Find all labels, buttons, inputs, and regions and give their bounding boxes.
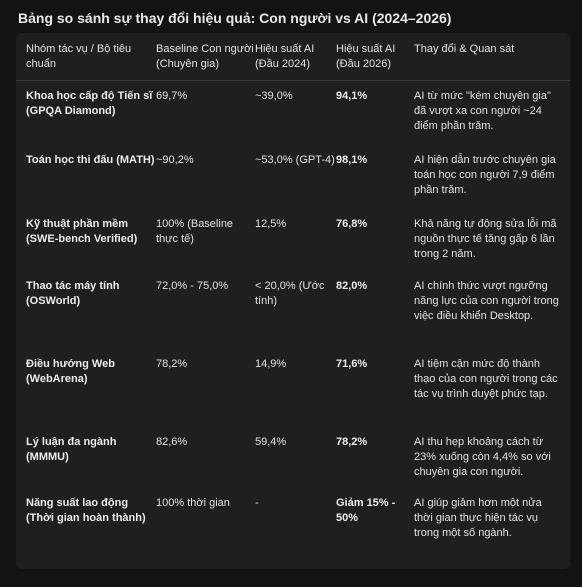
ai-2024-cell: - <box>255 496 259 509</box>
column-header-observation: Thay đổi & Quan sát <box>414 33 570 81</box>
observation-cell: AI từ mức "kém chuyên gia" đã vượt xa co… <box>414 90 551 132</box>
observation-cell: Khả năng tự động sửa lỗi mã nguồn thực t… <box>414 217 557 260</box>
task-cell: Kỹ thuật phần mềm (SWE-bench Verified) <box>26 217 138 245</box>
task-cell: Thao tác máy tính (OSWorld) <box>26 279 120 307</box>
observation-cell: AI thu hẹp khoảng cách từ 23% xuống còn … <box>414 435 551 478</box>
baseline-cell: 82,6% <box>156 435 188 448</box>
baseline-cell: 72,0% - 75,0% <box>156 279 229 292</box>
ai-2026-cell: 71,6% <box>336 357 368 370</box>
table-row: Năng suất lao động (Thời gian hoàn thành… <box>16 488 570 541</box>
ai-2024-cell: ~39,0% <box>255 90 293 102</box>
task-cell: Lý luận đa ngành (MMMU) <box>26 435 117 463</box>
table-row: Điều hướng Web (WebArena) 78,2% 14,9% 71… <box>16 349 570 427</box>
ai-2026-cell: 98,1% <box>336 153 368 166</box>
baseline-cell: 78,2% <box>156 357 188 370</box>
ai-2026-cell: 78,2% <box>336 435 368 448</box>
observation-cell: AI giúp giảm hơn một nửa thời gian thực … <box>414 496 542 539</box>
table-row: Kỹ thuật phần mềm (SWE-bench Verified) 1… <box>16 209 570 271</box>
baseline-cell: ~90,2% <box>156 153 194 166</box>
ai-2024-cell: 12,5% <box>255 217 287 230</box>
ai-2026-cell: 94,1% <box>336 90 368 102</box>
observation-cell: AI hiện dẫn trước chuyên gia toán học co… <box>414 153 556 196</box>
observation-cell: AI tiệm cận mức độ thành thạo của con ng… <box>414 357 558 400</box>
ai-2024-cell: < 20,0% (Ước tính) <box>255 279 325 307</box>
ai-2026-cell: 82,0% <box>336 279 368 292</box>
column-header-ai-2024: Hiệu suất AI (Đầu 2024) <box>255 33 336 81</box>
ai-2026-cell: Giảm 15% - 50% <box>336 496 396 524</box>
ai-2024-cell: 59,4% <box>255 435 287 448</box>
page-title: Bảng so sánh sự thay đổi hiệu quả: Con n… <box>18 10 452 26</box>
table-row: Lý luận đa ngành (MMMU) 82,6% 59,4% 78,2… <box>16 427 570 488</box>
ai-2024-cell: ~53,0% (GPT-4) <box>255 153 335 166</box>
table-row: Toán học thi đấu (MATH) ~90,2% ~53,0% (G… <box>16 145 570 209</box>
column-header-baseline: Baseline Con người (Chuyên gia) <box>156 33 255 81</box>
ai-2024-cell: 14,9% <box>255 357 287 370</box>
task-cell: Điều hướng Web (WebArena) <box>26 357 115 385</box>
baseline-cell: 100% (Baseline thực tế) <box>156 217 234 245</box>
baseline-cell: 69,7% <box>156 90 188 102</box>
task-cell: Khoa học cấp độ Tiến sĩ (GPQA Diamond) <box>26 90 153 117</box>
ai-2026-cell: 76,8% <box>336 217 368 230</box>
column-header-task: Nhóm tác vụ / Bộ tiêu chuẩn <box>16 33 156 81</box>
comparison-table: Nhóm tác vụ / Bộ tiêu chuẩn Baseline Con… <box>16 33 570 541</box>
table-row: Khoa học cấp độ Tiến sĩ (GPQA Diamond) 6… <box>16 81 570 145</box>
table-row: Thao tác máy tính (OSWorld) 72,0% - 75,0… <box>16 271 570 349</box>
column-header-ai-2026: Hiệu suất AI (Đầu 2026) <box>336 33 414 81</box>
task-cell: Toán học thi đấu (MATH) <box>26 153 155 166</box>
table-header-row: Nhóm tác vụ / Bộ tiêu chuẩn Baseline Con… <box>16 33 570 81</box>
task-cell: Năng suất lao động (Thời gian hoàn thành… <box>26 496 146 524</box>
observation-cell: AI chính thức vượt ngưỡng năng lực của c… <box>414 279 559 322</box>
comparison-table-container: Nhóm tác vụ / Bộ tiêu chuẩn Baseline Con… <box>16 33 570 569</box>
baseline-cell: 100% thời gian <box>156 496 230 509</box>
